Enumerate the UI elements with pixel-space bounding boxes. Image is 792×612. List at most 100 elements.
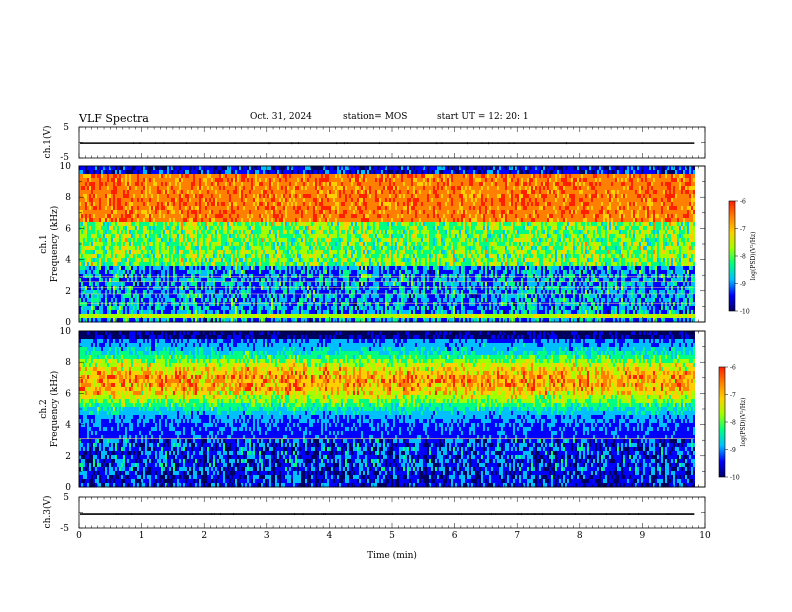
spectrogram-cell	[147, 182, 150, 187]
spectrogram-cell	[193, 190, 196, 195]
spectrogram-cell	[297, 206, 300, 211]
spectrogram-cell	[285, 174, 288, 179]
spectrogram-cell	[163, 294, 166, 299]
spectrogram-cell	[97, 238, 100, 243]
spectrogram-cell	[291, 294, 294, 299]
spectrogram-cell	[257, 270, 260, 275]
spectrogram-cell	[277, 242, 280, 247]
spectrogram-cell	[211, 174, 214, 179]
spectrogram-cell	[209, 214, 212, 219]
spectrogram-cell	[89, 242, 92, 247]
spectrogram-cell	[209, 238, 212, 243]
spectrogram-cell	[79, 170, 82, 175]
spectrogram-cell	[131, 246, 134, 251]
spectrogram-cell	[275, 250, 278, 255]
spectrogram-cell	[223, 282, 226, 287]
spectrogram-cell	[165, 166, 168, 171]
spectrogram-cell	[181, 166, 184, 171]
spectrogram-cell	[199, 274, 202, 279]
spectrogram-cell	[287, 218, 290, 223]
spectrogram-cell	[287, 278, 290, 283]
spectrogram-cell	[265, 226, 268, 231]
spectrogram-cell	[261, 214, 264, 219]
spectrogram-cell	[169, 230, 172, 235]
spectrogram-cell	[171, 210, 174, 215]
spectrogram-cell	[179, 258, 182, 263]
spectrogram-cell	[83, 254, 86, 259]
spectrogram-cell	[311, 294, 314, 299]
spectrogram-cell	[79, 306, 82, 311]
spectrogram-cell	[189, 310, 192, 315]
spectrogram-cell	[267, 318, 270, 323]
spectrogram-cell	[253, 306, 256, 311]
spectrogram-cell	[151, 234, 154, 239]
spectrogram-cell	[79, 266, 82, 271]
spectrogram-cell	[311, 174, 314, 179]
spectrogram-cell	[89, 310, 92, 315]
spectrogram-cell	[91, 270, 94, 275]
spectrogram-cell	[205, 198, 208, 203]
spectrogram-cell	[307, 218, 310, 223]
spectrogram-cell	[133, 318, 136, 323]
spectrogram-cell	[237, 182, 240, 187]
spectrogram-cell	[117, 182, 120, 187]
spectrogram-cell	[241, 270, 244, 275]
spectrogram-cell	[263, 254, 266, 259]
spectrogram-cell	[197, 294, 200, 299]
spectrogram-cell	[309, 214, 312, 219]
spectrogram-cell	[253, 190, 256, 195]
spectrogram-cell	[189, 270, 192, 275]
spectrogram-cell	[147, 186, 150, 191]
spectrogram-cell	[191, 218, 194, 223]
spectrogram-cell	[293, 318, 296, 323]
spectrogram-cell	[115, 198, 118, 203]
spectrogram-cell	[97, 198, 100, 203]
spectrogram-cell	[311, 290, 314, 295]
spectrogram-cell	[141, 310, 144, 315]
spectrogram-cell	[79, 246, 82, 251]
spectrogram-cell	[143, 306, 146, 311]
spectrogram-cell	[199, 206, 202, 211]
spectrogram-cell	[193, 282, 196, 287]
spectrogram-cell	[293, 294, 296, 299]
spectrogram-cell	[207, 314, 210, 319]
spectrogram-cell	[249, 178, 252, 183]
spectrogram-cell	[141, 250, 144, 255]
spectrogram-cell	[287, 318, 290, 323]
spectrogram-cell	[289, 238, 292, 243]
spectrogram-cell	[227, 170, 230, 175]
spectrogram-cell	[135, 218, 138, 223]
spectrogram-cell	[227, 314, 230, 319]
spectrogram-cell	[117, 262, 120, 267]
spectrogram-cell	[271, 190, 274, 195]
spectrogram-cell	[283, 262, 286, 267]
spectrogram-cell	[245, 298, 248, 303]
spectrogram-cell	[97, 230, 100, 235]
spectrogram-cell	[177, 250, 180, 255]
spectrogram-cell	[103, 282, 106, 287]
spectrogram-cell	[269, 182, 272, 187]
spectrogram-cell	[161, 314, 164, 319]
spectrogram-cell	[183, 254, 186, 259]
spectrogram-cell	[141, 254, 144, 259]
spectrogram-cell	[167, 170, 170, 175]
spectrogram-cell	[217, 278, 220, 283]
spectrogram-cell	[117, 230, 120, 235]
spectrogram-cell	[117, 206, 120, 211]
spectrogram-cell	[289, 310, 292, 315]
spectrogram-cell	[163, 230, 166, 235]
spectrogram-cell	[143, 194, 146, 199]
spectrogram-cell	[173, 246, 176, 251]
spectrogram-cell	[293, 198, 296, 203]
spectrogram-cell	[157, 298, 160, 303]
spectrogram-cell	[139, 294, 142, 299]
spectrogram-cell	[167, 206, 170, 211]
spectrogram-cell	[295, 174, 298, 179]
spectrogram-cell	[303, 262, 306, 267]
spectrogram-cell	[103, 286, 106, 291]
spectrogram-cell	[201, 290, 204, 295]
spectrogram-cell	[169, 206, 172, 211]
spectrogram-cell	[171, 230, 174, 235]
spectrogram-cell	[269, 234, 272, 239]
spectrogram-cell	[175, 254, 178, 259]
